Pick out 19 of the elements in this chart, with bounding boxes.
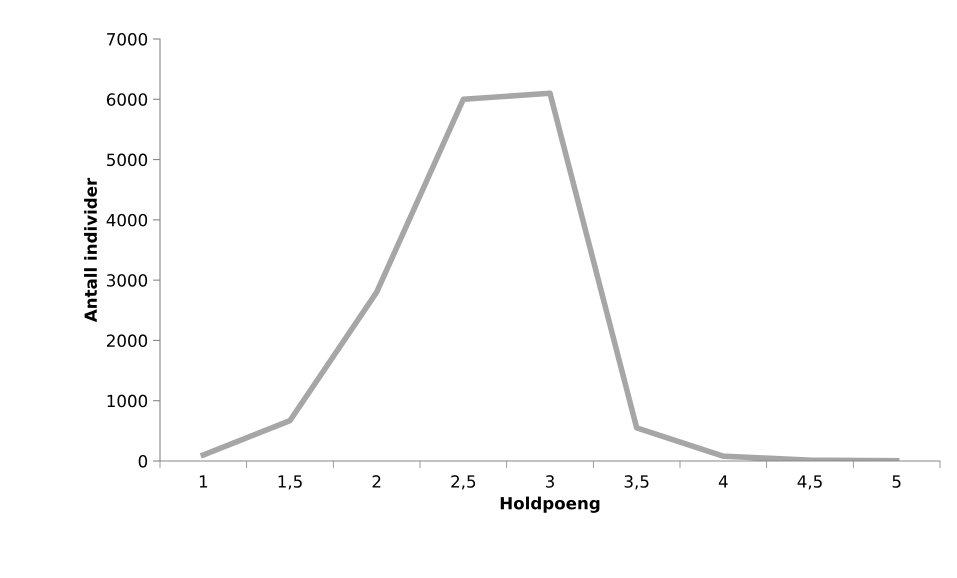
x-tick-label: 2,5 [451,475,476,490]
y-tick-label: 1000 [108,394,148,408]
x-tick-label: 1 [200,475,208,488]
x-tick-label: 1,5 [278,475,302,490]
y-axis-title: Antall individer [84,178,97,322]
x-tick-label: 2 [372,475,380,488]
x-tick-label: 4 [718,475,728,488]
y-tick-label: 3000 [107,274,148,287]
x-tick-label: 5 [892,475,901,488]
x-tick-label: 3 [546,475,554,488]
x-tick-label: 3,5 [624,475,648,490]
y-tick-label: 6000 [106,93,148,106]
y-tick-label: 4000 [106,214,148,226]
x-tick-label: 4,5 [798,475,822,490]
y-tick-label: 0 [138,454,148,468]
x-axis-title: Holdpoeng [500,496,600,513]
y-tick-label: 5000 [107,154,148,166]
y-tick-label: 7000 [107,32,148,46]
y-tick-label: 2000 [107,334,148,347]
